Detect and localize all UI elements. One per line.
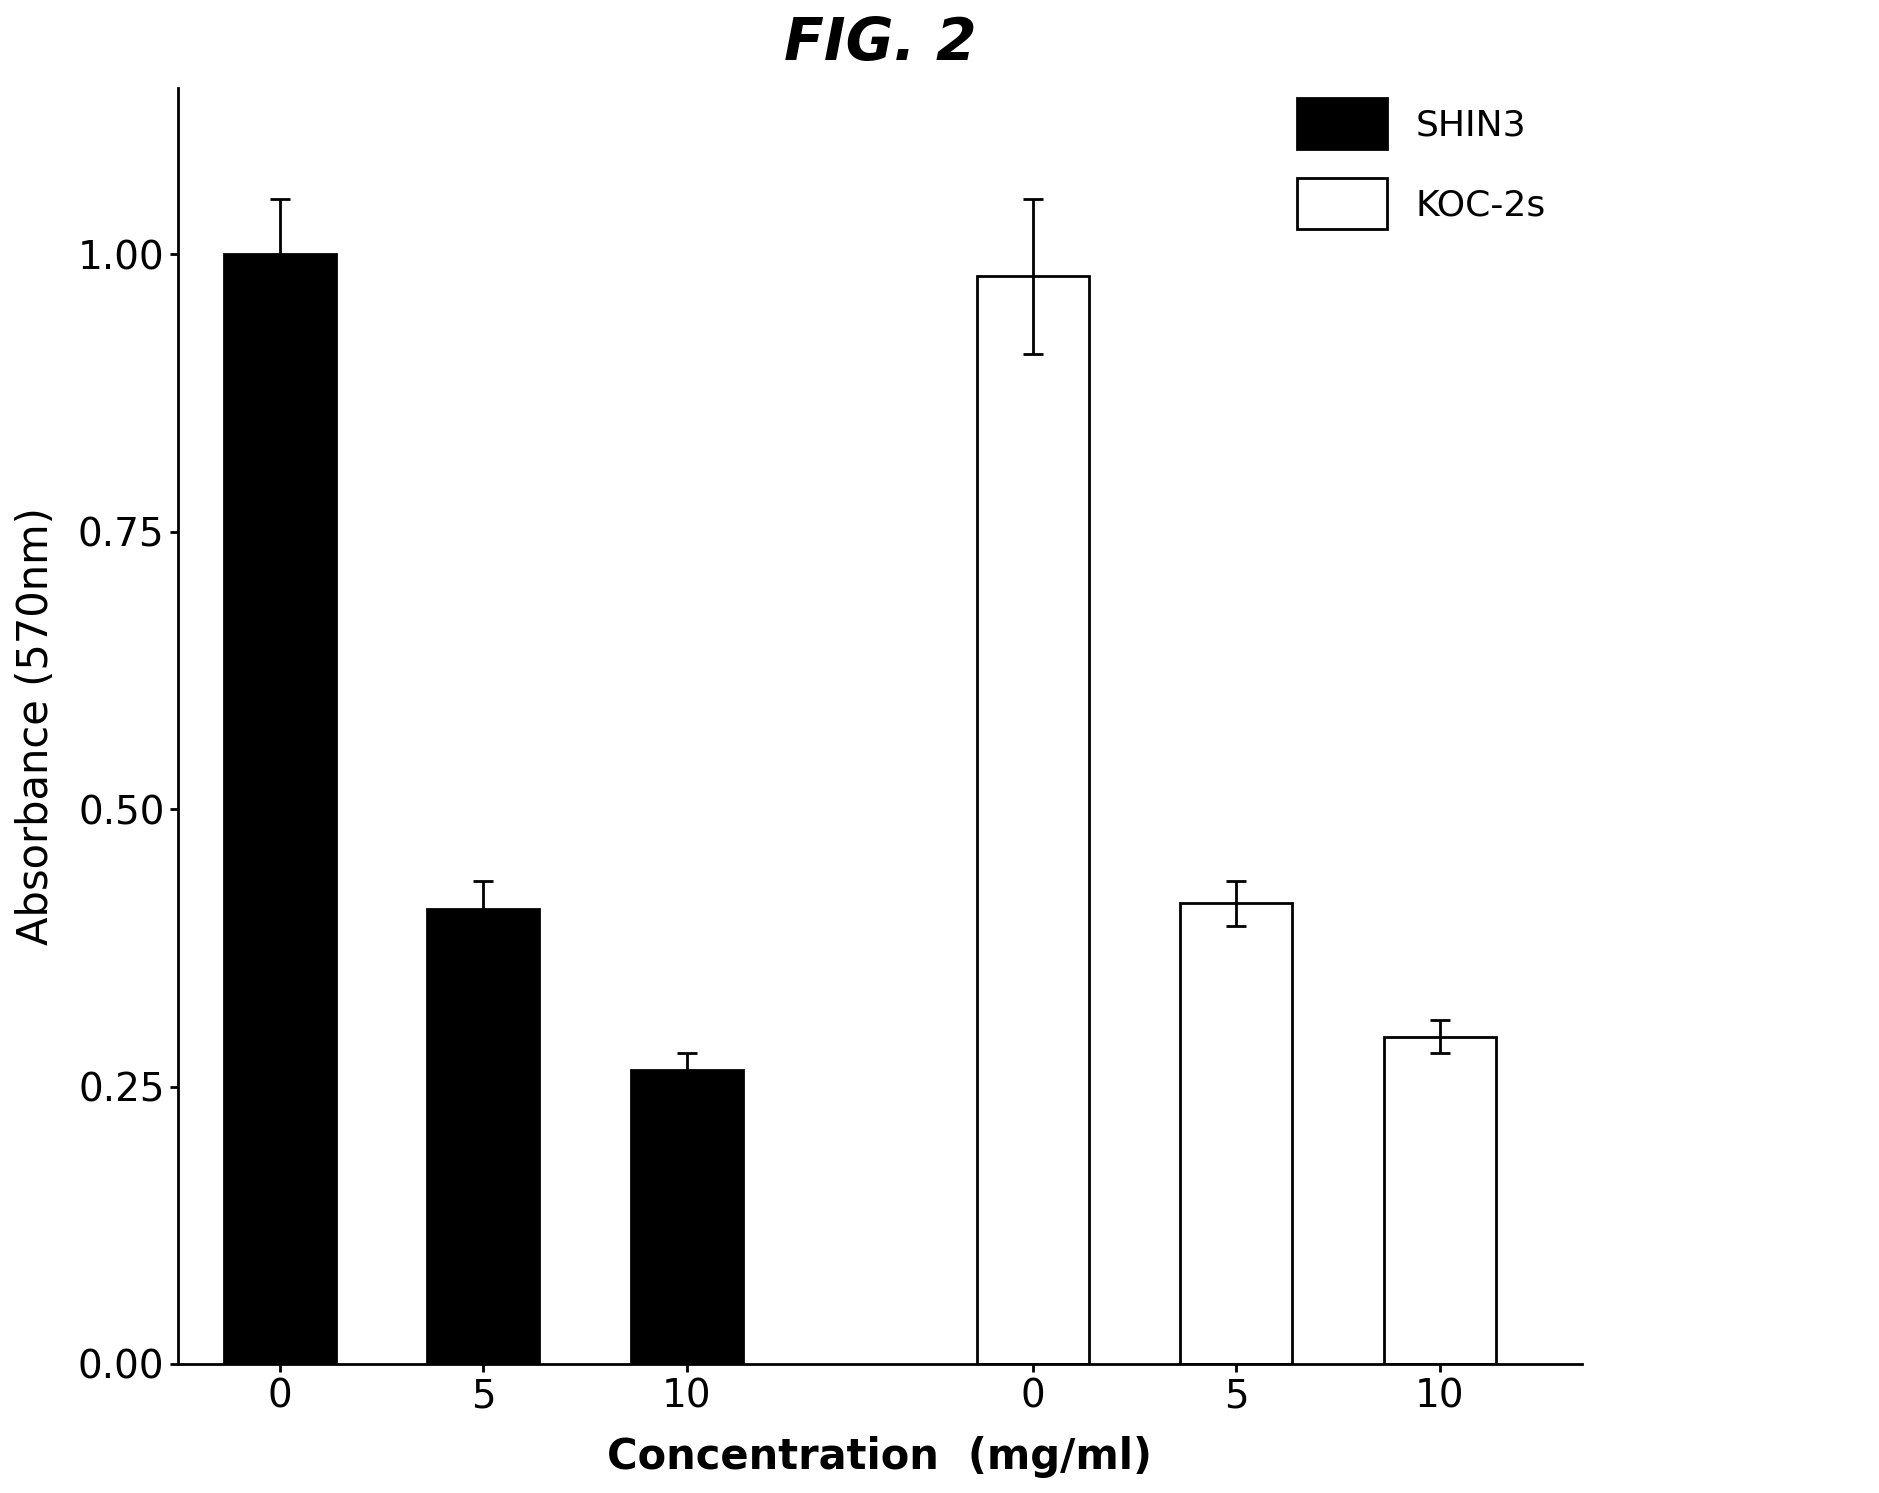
Bar	[1180, 903, 1293, 1365]
Bar	[427, 909, 539, 1365]
Y-axis label: Absorbance (570nm): Absorbance (570nm)	[15, 508, 56, 945]
Bar	[1383, 1036, 1496, 1365]
Bar	[224, 254, 336, 1365]
Legend: SHIN3, KOC-2s: SHIN3, KOC-2s	[1278, 81, 1563, 248]
Bar	[977, 276, 1088, 1365]
Bar	[631, 1070, 742, 1365]
X-axis label: Concentration  (mg/ml): Concentration (mg/ml)	[607, 1436, 1152, 1478]
Title: FIG. 2: FIG. 2	[784, 15, 977, 72]
